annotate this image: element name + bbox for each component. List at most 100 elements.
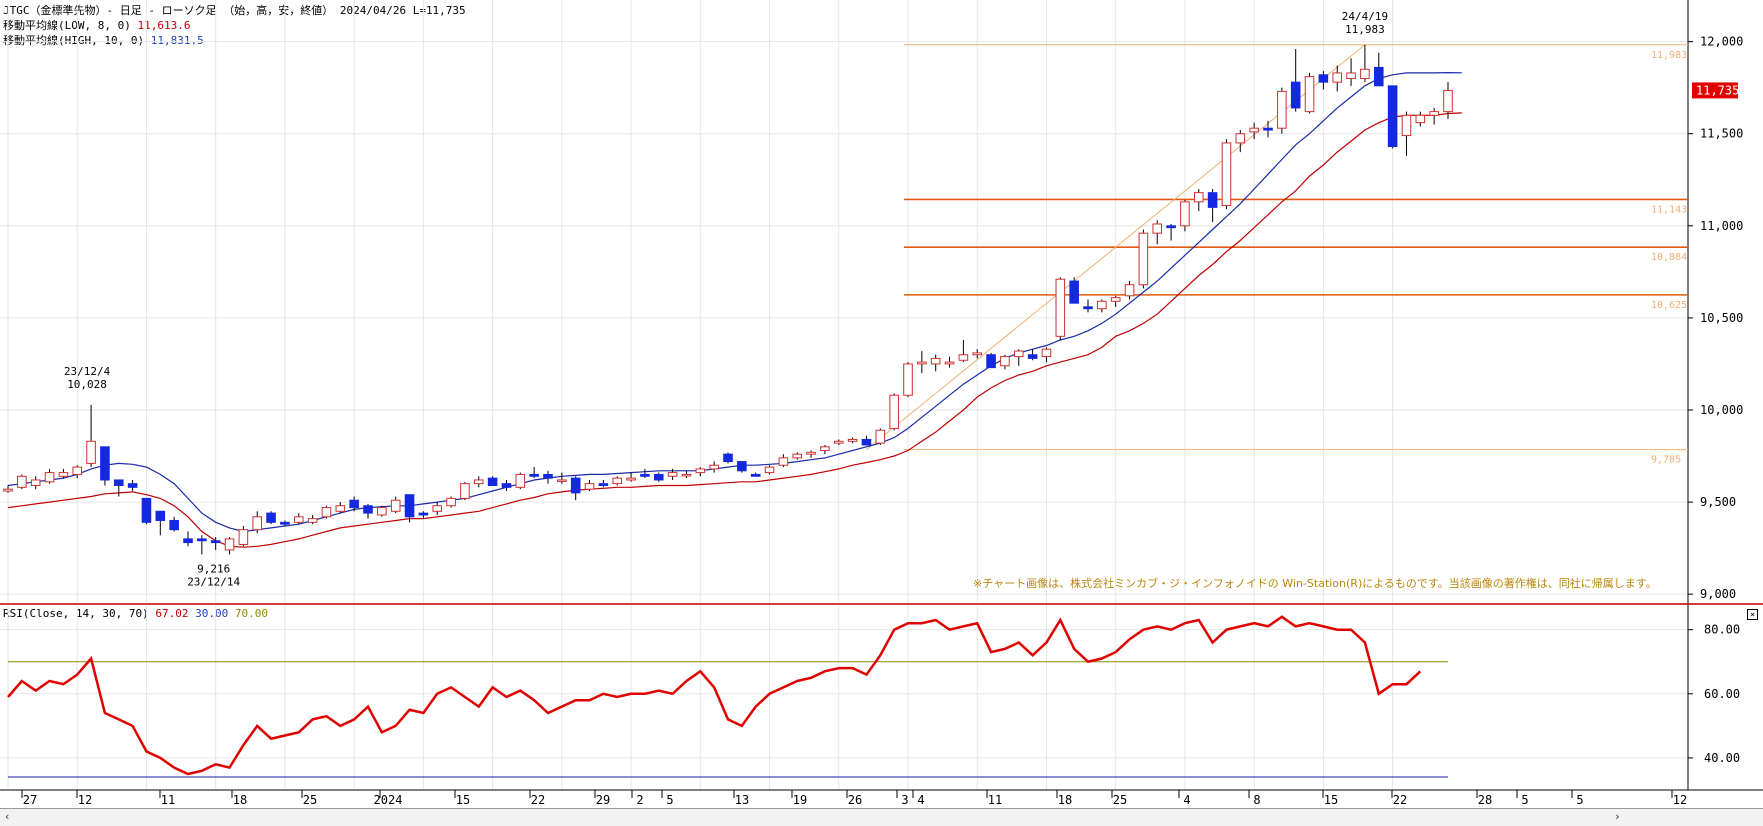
candle-down: [280, 521, 290, 525]
candle-up: [515, 473, 526, 488]
candle-up: [1443, 89, 1453, 113]
x-tick-label: 4: [917, 793, 924, 807]
candle-up: [626, 477, 636, 481]
x-tick-label: 11: [988, 793, 1002, 807]
candle-up: [764, 466, 775, 474]
high-date-label: 23/12/4: [64, 365, 111, 378]
candle-up: [390, 499, 401, 512]
candle-up: [238, 529, 249, 545]
candle-down: [404, 494, 415, 518]
candle-up: [293, 516, 304, 523]
candle-up: [1360, 68, 1370, 79]
candle-down: [1263, 127, 1273, 131]
x-tick-label: 18: [1058, 793, 1072, 807]
x-tick-label: 5: [666, 793, 673, 807]
x-tick-label: 5: [1521, 793, 1528, 807]
candle-up: [930, 357, 941, 365]
candle-up: [1401, 114, 1412, 137]
candle-down: [210, 540, 221, 544]
rsi-y-tick-label: 40.00: [1704, 751, 1740, 765]
candle-up: [1152, 223, 1163, 234]
scroll-left-icon[interactable]: ‹: [4, 810, 11, 823]
candle-up: [709, 464, 719, 470]
candle-up: [917, 361, 927, 365]
candle-up: [1304, 76, 1315, 113]
candle-up: [1180, 201, 1190, 227]
x-tick-label: 11: [161, 793, 175, 807]
candle-down: [127, 483, 138, 488]
candle-up: [1124, 284, 1135, 297]
recent-high-date-label: 24/4/19: [1342, 10, 1388, 23]
chart-svg: 9,000 9,500 10,000 10,500 11,000 11,500 12,000…: [0, 0, 1763, 807]
price-box: [1692, 82, 1738, 99]
candle-down: [1207, 192, 1218, 208]
candle-up: [1193, 192, 1204, 203]
candle-down: [266, 512, 276, 523]
candle-up: [44, 472, 55, 483]
close-icon[interactable]: ×: [1747, 609, 1758, 620]
candle-up: [1346, 72, 1356, 79]
candle-up: [1249, 127, 1259, 133]
y-tick-label: 9,500: [1700, 495, 1736, 509]
candle-down: [169, 519, 179, 531]
candle-down: [861, 438, 872, 446]
y-tick-label: 12,000: [1700, 35, 1743, 49]
candle-up: [224, 538, 235, 551]
candle-up: [1055, 278, 1066, 337]
candle-up: [1138, 232, 1149, 286]
candle-up: [460, 483, 470, 499]
copyright-note: ※チャート画像は、株式会社ミンカブ・ジ・インフォノイドの Win-Station…: [973, 576, 1657, 590]
candle-up: [1013, 350, 1024, 358]
rsi-legend: RSI(Close, 14, 30, 70) 67.02 30.00 70.00: [3, 607, 268, 620]
x-tick-label: 2: [636, 793, 643, 807]
candle-up: [321, 507, 332, 518]
x-tick-label: 29: [596, 793, 610, 807]
high-value-label: 10,028: [67, 378, 107, 391]
scroll-right-icon[interactable]: ›: [1614, 810, 1621, 823]
candle-down: [750, 473, 761, 477]
low-value-label: 9,216: [197, 562, 230, 575]
candle-up: [1429, 111, 1439, 116]
x-tick-label: 8: [1253, 793, 1260, 807]
candle-up: [958, 354, 969, 361]
candle-up: [252, 516, 263, 531]
ma-high-legend: 移動平均線(HIGH, 10, 0) 11,831.5: [3, 34, 204, 47]
rsi-y-tick-label: 80.00: [1704, 623, 1740, 637]
y-tick-label: 11,500: [1700, 127, 1743, 141]
x-tick-label: 22: [1393, 793, 1407, 807]
candle-up: [667, 472, 678, 477]
x-tick-label: 5: [1576, 793, 1583, 807]
candle-down: [1069, 280, 1079, 304]
fib-label: 11,983: [1651, 50, 1687, 61]
candle-up: [307, 518, 318, 523]
low-date-label: 23/12/14: [187, 575, 240, 588]
x-tick-label: 27: [23, 793, 37, 807]
chart-title: JTGC（金標準先物）- 日足 - ローソク足 （始，高，安，終値） 2024/…: [3, 4, 466, 17]
horizontal-scrollbar[interactable]: ‹ ›: [0, 808, 1763, 826]
candle-up: [778, 457, 789, 466]
fib-label: 10,884: [1651, 252, 1687, 263]
candle-down: [363, 505, 373, 514]
candle-up: [972, 352, 983, 356]
candle-down: [986, 354, 996, 369]
candle-down: [155, 510, 166, 521]
candle-up: [847, 438, 858, 442]
candle-up: [875, 429, 886, 444]
candle-up: [1415, 114, 1426, 124]
candle-up: [473, 479, 484, 485]
candle-up: [432, 505, 443, 512]
x-tick-label: 25: [1113, 793, 1127, 807]
x-tick-label: 22: [531, 793, 545, 807]
candle-up: [377, 507, 387, 516]
candle-up: [820, 446, 830, 452]
candle-down: [653, 473, 664, 481]
candle-up: [17, 475, 27, 488]
candle-down: [723, 453, 733, 463]
x-tick-label: 15: [1324, 793, 1338, 807]
candle-up: [1041, 348, 1052, 358]
candle-down: [113, 479, 124, 486]
x-tick-label: 13: [735, 793, 749, 807]
ma-low-line: [7, 112, 1462, 548]
candle-down: [1027, 354, 1038, 359]
candle-down: [349, 499, 359, 509]
